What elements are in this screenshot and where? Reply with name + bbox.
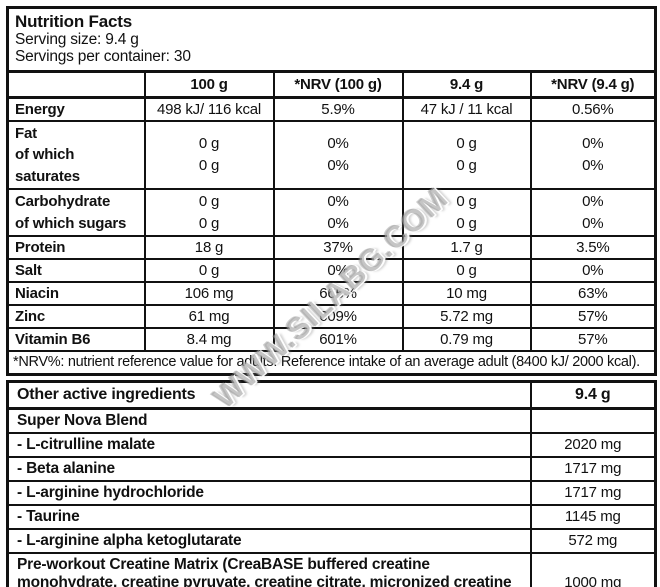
- ingredient-row-taurine: - Taurine 1145 mg: [6, 503, 657, 530]
- cell-value: 57%: [529, 304, 657, 329]
- ingredient-name: - L-citrulline malate: [6, 431, 532, 458]
- other-ingredients-table: Other active ingredients 9.4 g Super Nov…: [6, 379, 657, 587]
- serving-size-text: Serving size: 9.4 g: [15, 31, 139, 48]
- ingredient-amount: 1717 mg: [529, 479, 657, 506]
- cell-value: 0%: [529, 258, 657, 283]
- ingredient-row-super-nova-blend: Super Nova Blend: [6, 407, 657, 434]
- col-header-100g: 100 g: [143, 70, 275, 99]
- row-label: Salt: [6, 258, 146, 283]
- ingredients-header-amount: 9.4 g: [529, 380, 657, 410]
- ingredient-name: Super Nova Blend: [6, 407, 532, 434]
- ingredient-row-citrulline: - L-citrulline malate 2020 mg: [6, 431, 657, 458]
- table-row-energy: Energy 498 kJ/ 116 kcal 5.9% 47 kJ / 11 …: [6, 96, 657, 122]
- cell-value: 0.79 mg: [401, 327, 532, 352]
- col-header-blank: [6, 70, 146, 99]
- col-header-nrv-100g: *NRV (100 g): [272, 70, 404, 99]
- cell-value: 601%: [272, 327, 404, 352]
- ingredient-amount: [529, 407, 657, 434]
- nrv-footnote-row: *NRV%: nutrient reference value for adul…: [6, 350, 657, 375]
- cell-value: 10 mg: [401, 281, 532, 306]
- row-label: Protein: [6, 235, 146, 260]
- cell-value: 0% 0%: [529, 188, 657, 237]
- cell-value: 498 kJ/ 116 kcal: [143, 96, 275, 122]
- cell-value: 0% 0%: [272, 119, 404, 190]
- ingredient-amount: 1145 mg: [529, 503, 657, 530]
- cell-value: 665%: [272, 281, 404, 306]
- cell-value: 0 g: [401, 258, 532, 283]
- cell-value: 57%: [529, 327, 657, 352]
- cell-value: 61 mg: [143, 304, 275, 329]
- cell-value: 63%: [529, 281, 657, 306]
- ingredient-amount: 2020 mg: [529, 431, 657, 458]
- page-title: Nutrition Facts: [15, 12, 132, 31]
- label-header-block: Nutrition Facts Serving size: 9.4 g Serv…: [6, 6, 657, 73]
- row-label: Energy: [6, 96, 146, 122]
- table-row-niacin: Niacin 106 mg 665% 10 mg 63%: [6, 281, 657, 306]
- cell-value: 0%: [272, 258, 404, 283]
- row-label: Fat of which saturates: [6, 119, 146, 190]
- cell-value: 0% 0%: [272, 188, 404, 237]
- table-row-protein: Protein 18 g 37% 1.7 g 3.5%: [6, 235, 657, 260]
- cell-value: 0.56%: [529, 96, 657, 122]
- col-header-9-4g: 9.4 g: [401, 70, 532, 99]
- ingredient-amount: 572 mg: [529, 527, 657, 554]
- ingredients-header-row: Other active ingredients 9.4 g: [6, 380, 657, 410]
- nutrition-facts-table: Nutrition Facts Serving size: 9.4 g Serv…: [6, 6, 658, 376]
- ingredient-row-beta-alanine: - Beta alanine 1717 mg: [6, 455, 657, 482]
- row-label: Vitamin B6: [6, 327, 146, 352]
- cell-value: 5.9%: [272, 96, 404, 122]
- ingredient-name: - Taurine: [6, 503, 532, 530]
- table-row-zinc: Zinc 61 mg 609% 5.72 mg 57%: [6, 304, 657, 329]
- row-label: Niacin: [6, 281, 146, 306]
- table-row-vitamin-b6: Vitamin B6 8.4 mg 601% 0.79 mg 57%: [6, 327, 657, 352]
- ingredient-name: Pre-workout Creatine Matrix (CreaBASE bu…: [6, 551, 532, 587]
- cell-value: 0 g: [143, 258, 275, 283]
- cell-value: 3.5%: [529, 235, 657, 260]
- cell-value: 5.72 mg: [401, 304, 532, 329]
- nrv-footnote-text: *NRV%: nutrient reference value for adul…: [6, 350, 657, 375]
- column-header-row: 100 g *NRV (100 g) 9.4 g *NRV (9.4 g): [6, 70, 657, 99]
- ingredient-row-creatine-matrix: Pre-workout Creatine Matrix (CreaBASE bu…: [6, 551, 657, 587]
- cell-value: 37%: [272, 235, 404, 260]
- cell-value: 1.7 g: [401, 235, 532, 260]
- cell-value: 0% 0%: [529, 119, 657, 190]
- row-label: Carbohydrate of which sugars: [6, 188, 146, 237]
- cell-value: 609%: [272, 304, 404, 329]
- cell-value: 106 mg: [143, 281, 275, 306]
- servings-per-container-text: Servings per container: 30: [15, 48, 191, 65]
- ingredients-header-title: Other active ingredients: [6, 380, 532, 410]
- row-label: Zinc: [6, 304, 146, 329]
- cell-value: 18 g: [143, 235, 275, 260]
- ingredient-row-arginine-hcl: - L-arginine hydrochloride 1717 mg: [6, 479, 657, 506]
- ingredient-name: - Beta alanine: [6, 455, 532, 482]
- ingredient-amount: 1000 mg: [529, 551, 657, 587]
- cell-value: 47 kJ / 11 kcal: [401, 96, 532, 122]
- col-header-nrv-9-4g: *NRV (9.4 g): [529, 70, 657, 99]
- ingredient-name: - L-arginine alpha ketoglutarate: [6, 527, 532, 554]
- cell-value: 8.4 mg: [143, 327, 275, 352]
- ingredient-row-aakg: - L-arginine alpha ketoglutarate 572 mg: [6, 527, 657, 554]
- ingredient-name: - L-arginine hydrochloride: [6, 479, 532, 506]
- ingredient-amount: 1717 mg: [529, 455, 657, 482]
- table-row-salt: Salt 0 g 0% 0 g 0%: [6, 258, 657, 283]
